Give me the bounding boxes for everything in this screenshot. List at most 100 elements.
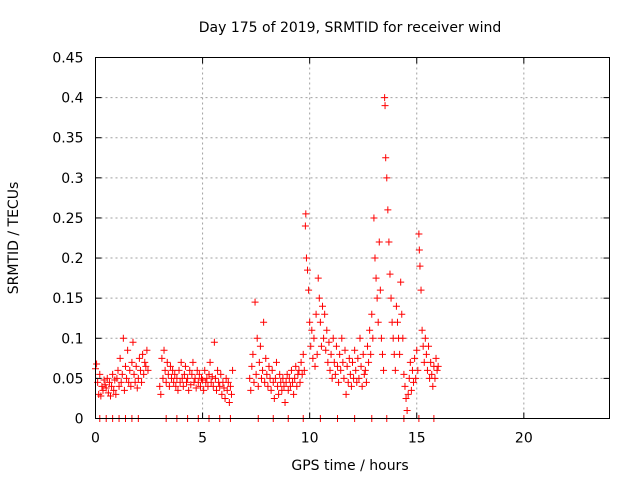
data-point-154 bbox=[268, 366, 276, 374]
data-point-191 bbox=[307, 342, 315, 350]
data-point-187 bbox=[302, 254, 310, 262]
data-point-292 bbox=[414, 366, 422, 374]
data-point-254 bbox=[374, 318, 382, 326]
data-point-306 bbox=[428, 370, 436, 378]
data-point-237 bbox=[356, 334, 364, 342]
data-point-209 bbox=[326, 366, 334, 374]
data-point-23 bbox=[116, 354, 124, 362]
data-point-261 bbox=[381, 102, 389, 110]
data-point-208 bbox=[325, 338, 333, 346]
data-point-93 bbox=[194, 378, 202, 386]
data-point-146 bbox=[260, 318, 268, 326]
data-point-120 bbox=[223, 386, 231, 394]
y-tick-label: 0.35 bbox=[52, 131, 83, 147]
data-point-194 bbox=[310, 334, 318, 342]
data-point-176 bbox=[292, 362, 300, 370]
data-point-240 bbox=[359, 350, 367, 358]
data-point-271 bbox=[391, 366, 399, 374]
data-point-299 bbox=[420, 358, 428, 366]
data-point-106 bbox=[208, 373, 216, 381]
data-point-81 bbox=[181, 362, 189, 370]
data-point-213 bbox=[330, 358, 338, 366]
data-point-29 bbox=[123, 374, 131, 382]
data-point-255 bbox=[375, 238, 383, 246]
data-point-228 bbox=[346, 370, 354, 378]
data-point-253 bbox=[373, 294, 381, 302]
data-point-206 bbox=[323, 326, 331, 334]
data-point-39 bbox=[133, 384, 141, 392]
data-point-69 bbox=[169, 366, 177, 374]
data-point-80 bbox=[180, 370, 188, 378]
data-point-244 bbox=[363, 342, 371, 350]
data-point-238 bbox=[357, 362, 365, 370]
data-point-65 bbox=[164, 370, 172, 378]
data-point-57 bbox=[156, 382, 164, 390]
data-point-95 bbox=[196, 382, 204, 390]
data-point-67 bbox=[166, 362, 174, 370]
data-point-122 bbox=[225, 398, 233, 406]
data-point-168 bbox=[283, 370, 291, 378]
data-point-37 bbox=[131, 378, 139, 386]
data-point-243 bbox=[362, 378, 370, 386]
data-point-182 bbox=[298, 370, 306, 378]
data-point-197 bbox=[313, 350, 321, 358]
data-point-66 bbox=[165, 382, 173, 390]
data-point-61 bbox=[160, 346, 168, 354]
data-point-155 bbox=[269, 378, 277, 386]
data-point-256 bbox=[376, 286, 384, 294]
x-axis-label: GPS time / hours bbox=[291, 458, 408, 474]
data-point-43 bbox=[138, 378, 146, 386]
data-point-99 bbox=[201, 366, 209, 374]
data-point-300 bbox=[421, 334, 429, 342]
data-point-36 bbox=[130, 370, 138, 378]
data-point-64 bbox=[163, 358, 171, 366]
data-point-226 bbox=[344, 378, 352, 386]
data-point-15 bbox=[108, 382, 116, 390]
data-point-156 bbox=[270, 394, 278, 402]
data-point-250 bbox=[370, 214, 378, 222]
data-point-286 bbox=[407, 386, 415, 394]
data-point-148 bbox=[262, 354, 270, 362]
data-point-21 bbox=[114, 366, 122, 374]
data-point-169 bbox=[284, 386, 292, 394]
data-point-135 bbox=[248, 362, 256, 370]
data-point-281 bbox=[402, 394, 410, 402]
data-point-79 bbox=[179, 382, 187, 390]
data-point-123 bbox=[226, 382, 234, 390]
y-tick-label: 0.05 bbox=[52, 371, 83, 387]
data-point-140 bbox=[253, 334, 261, 342]
data-point-184 bbox=[300, 366, 308, 374]
x-tick-label: 15 bbox=[408, 431, 426, 447]
data-point-196 bbox=[312, 310, 320, 318]
data-point-294 bbox=[415, 246, 423, 254]
data-point-44 bbox=[139, 350, 147, 358]
data-point-164 bbox=[279, 374, 287, 382]
data-point-262 bbox=[382, 154, 390, 162]
data-point-27 bbox=[120, 386, 128, 394]
data-point-45 bbox=[140, 370, 148, 378]
data-point-92 bbox=[193, 366, 201, 374]
data-point-212 bbox=[329, 334, 337, 342]
data-point-301 bbox=[422, 350, 430, 358]
data-point-77 bbox=[177, 358, 185, 366]
data-point-150 bbox=[264, 382, 272, 390]
data-point-296 bbox=[417, 286, 425, 294]
data-point-22 bbox=[115, 382, 123, 390]
data-point-229 bbox=[347, 382, 355, 390]
tick-labels: 0 5 10 15 20 0 0.05 0.1 0.15 0.2 0.25 0.3 0.35 0.4 0.4… bbox=[52, 51, 532, 447]
data-point-245 bbox=[365, 358, 373, 366]
data-point-58 bbox=[157, 390, 165, 398]
data-point-188 bbox=[304, 266, 312, 274]
data-point-71 bbox=[171, 370, 179, 378]
data-point-47 bbox=[142, 362, 150, 370]
data-point-75 bbox=[175, 366, 183, 374]
data-point-157 bbox=[271, 374, 279, 382]
data-point-291 bbox=[413, 346, 421, 354]
data-point-215 bbox=[332, 342, 340, 350]
data-point-175 bbox=[291, 374, 299, 382]
data-point-24 bbox=[117, 378, 125, 386]
data-point-33 bbox=[127, 382, 135, 390]
data-point-82 bbox=[183, 378, 191, 386]
data-point-111 bbox=[214, 366, 222, 374]
